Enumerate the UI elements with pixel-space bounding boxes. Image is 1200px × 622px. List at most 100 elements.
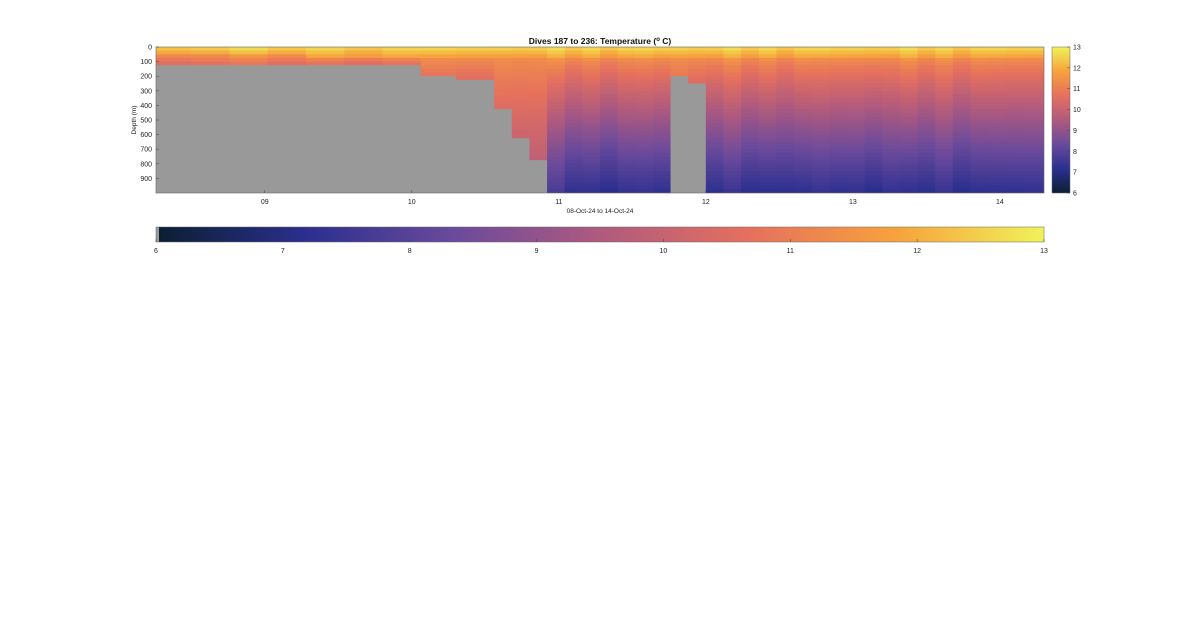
heatmap-cell-nodata bbox=[670, 123, 689, 128]
heatmap-cell-nodata bbox=[688, 120, 707, 125]
heatmap-cell bbox=[547, 182, 566, 187]
heatmap-cell bbox=[564, 160, 583, 165]
heatmap-cell-nodata bbox=[382, 76, 422, 81]
colorbar-bottom-tick-label: 13 bbox=[1040, 248, 1048, 255]
heatmap-cell bbox=[741, 149, 760, 154]
heatmap-cell-nodata bbox=[156, 178, 192, 183]
heatmap-cell bbox=[723, 130, 742, 135]
colorbar-right-tick-label: 9 bbox=[1073, 128, 1077, 135]
heatmap-cell-nodata bbox=[229, 101, 269, 106]
heatmap-cell bbox=[882, 145, 901, 150]
heatmap-cell bbox=[829, 145, 848, 150]
heatmap-cell-nodata bbox=[229, 189, 269, 193]
heatmap-cell bbox=[267, 54, 307, 59]
heatmap-cell bbox=[705, 152, 724, 157]
heatmap-cell-nodata bbox=[688, 123, 707, 128]
heatmap-cell bbox=[652, 83, 671, 88]
heatmap-cell bbox=[741, 120, 760, 125]
heatmap-cell-nodata bbox=[191, 167, 230, 172]
heatmap-cell bbox=[952, 72, 971, 77]
heatmap-cell bbox=[705, 174, 724, 179]
heatmap-cell bbox=[635, 61, 654, 66]
heatmap-cell bbox=[652, 185, 671, 190]
heatmap-cell bbox=[705, 149, 724, 154]
heatmap-cell bbox=[652, 152, 671, 157]
heatmap-cell-nodata bbox=[455, 101, 495, 106]
heatmap-cell-nodata bbox=[156, 141, 192, 146]
y-tick-label: 600 bbox=[140, 132, 152, 139]
colorbar-bottom-tick-label: 10 bbox=[660, 248, 668, 255]
heatmap-cell bbox=[899, 105, 918, 110]
heatmap-cell bbox=[564, 171, 583, 176]
heatmap-cell-nodata bbox=[455, 178, 495, 183]
heatmap-cell-nodata bbox=[344, 123, 383, 128]
heatmap-cell-nodata bbox=[267, 160, 307, 165]
heatmap-cell bbox=[917, 109, 936, 114]
heatmap-cell-nodata bbox=[688, 127, 707, 132]
heatmap-cell-nodata bbox=[156, 182, 192, 187]
heatmap-cell-nodata bbox=[670, 87, 689, 92]
chart-title: Dives 187 to 236: Temperature (o C) bbox=[529, 36, 672, 46]
heatmap-cell-nodata bbox=[305, 87, 345, 92]
heatmap-cell bbox=[617, 94, 636, 99]
heatmap-cell bbox=[635, 178, 654, 183]
heatmap-cell-nodata bbox=[156, 83, 192, 88]
heatmap-cell bbox=[899, 163, 918, 168]
heatmap-cell-nodata bbox=[511, 178, 530, 183]
heatmap-cell bbox=[952, 76, 971, 81]
heatmap-cell bbox=[741, 79, 760, 84]
heatmap-cell-nodata bbox=[191, 152, 230, 157]
heatmap-cell bbox=[952, 167, 971, 172]
heatmap-cell bbox=[776, 156, 795, 161]
heatmap-cell-nodata bbox=[305, 156, 345, 161]
heatmap-cell-nodata bbox=[267, 120, 307, 125]
heatmap-cell bbox=[882, 83, 901, 88]
heatmap-cell bbox=[705, 83, 724, 88]
heatmap-cell bbox=[670, 47, 689, 52]
heatmap-cell bbox=[988, 138, 1007, 143]
heatmap-cell bbox=[455, 57, 495, 62]
heatmap-cell bbox=[935, 160, 954, 165]
heatmap-cell-nodata bbox=[455, 171, 495, 176]
heatmap-cell-nodata bbox=[670, 141, 689, 146]
heatmap-cell bbox=[917, 134, 936, 139]
heatmap-cell bbox=[1005, 130, 1024, 135]
heatmap-cell bbox=[846, 123, 866, 128]
heatmap-cell bbox=[882, 116, 901, 121]
heatmap-cell bbox=[1023, 156, 1044, 161]
heatmap-cell-nodata bbox=[191, 105, 230, 110]
heatmap-cell bbox=[882, 178, 901, 183]
heatmap-cell bbox=[741, 65, 760, 70]
heatmap-cell bbox=[547, 141, 566, 146]
heatmap-cell-nodata bbox=[344, 65, 383, 70]
heatmap-cell bbox=[970, 178, 989, 183]
heatmap-cell bbox=[864, 171, 883, 176]
heatmap-cell bbox=[529, 130, 548, 135]
heatmap-cell bbox=[420, 57, 457, 62]
heatmap-cell bbox=[635, 57, 654, 62]
heatmap-cell-nodata bbox=[382, 141, 422, 146]
heatmap-cell bbox=[988, 134, 1007, 139]
heatmap-cell bbox=[420, 47, 457, 52]
heatmap-cell bbox=[917, 54, 936, 59]
heatmap-cell bbox=[1023, 50, 1044, 55]
heatmap-cell bbox=[899, 141, 918, 146]
colorbar-bottom-tick-label: 8 bbox=[408, 248, 412, 255]
heatmap-cell bbox=[455, 47, 495, 52]
heatmap-cell bbox=[935, 47, 954, 52]
heatmap-cell bbox=[741, 68, 760, 73]
heatmap-cell bbox=[988, 182, 1007, 187]
heatmap-cell-nodata bbox=[305, 116, 345, 121]
heatmap-cell bbox=[511, 90, 530, 95]
heatmap-cell-nodata bbox=[420, 98, 457, 103]
heatmap-cell bbox=[229, 57, 269, 62]
heatmap-cell bbox=[917, 185, 936, 190]
heatmap-cell-nodata bbox=[688, 98, 707, 103]
heatmap-cell-nodata bbox=[156, 79, 192, 84]
heatmap-cell bbox=[652, 174, 671, 179]
heatmap-cell bbox=[811, 149, 830, 154]
heatmap-cell-nodata bbox=[511, 152, 530, 157]
heatmap-cell bbox=[1005, 127, 1024, 132]
heatmap-cell-nodata bbox=[229, 141, 269, 146]
heatmap-cell bbox=[1023, 145, 1044, 150]
